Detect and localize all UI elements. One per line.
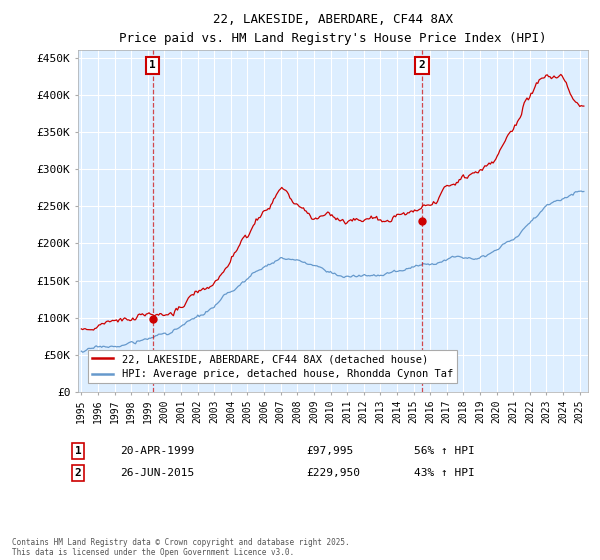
Text: 20-APR-1999: 20-APR-1999	[120, 446, 194, 456]
Text: 1: 1	[74, 446, 82, 456]
Text: 56% ↑ HPI: 56% ↑ HPI	[414, 446, 475, 456]
Text: Contains HM Land Registry data © Crown copyright and database right 2025.
This d: Contains HM Land Registry data © Crown c…	[12, 538, 350, 557]
Text: 2: 2	[419, 60, 425, 70]
Title: 22, LAKESIDE, ABERDARE, CF44 8AX
Price paid vs. HM Land Registry's House Price I: 22, LAKESIDE, ABERDARE, CF44 8AX Price p…	[119, 13, 547, 45]
Legend: 22, LAKESIDE, ABERDARE, CF44 8AX (detached house), HPI: Average price, detached : 22, LAKESIDE, ABERDARE, CF44 8AX (detach…	[88, 350, 457, 384]
Text: 26-JUN-2015: 26-JUN-2015	[120, 468, 194, 478]
Text: £229,950: £229,950	[306, 468, 360, 478]
Text: £97,995: £97,995	[306, 446, 353, 456]
Text: 1: 1	[149, 60, 156, 70]
Text: 2: 2	[74, 468, 82, 478]
Text: 43% ↑ HPI: 43% ↑ HPI	[414, 468, 475, 478]
